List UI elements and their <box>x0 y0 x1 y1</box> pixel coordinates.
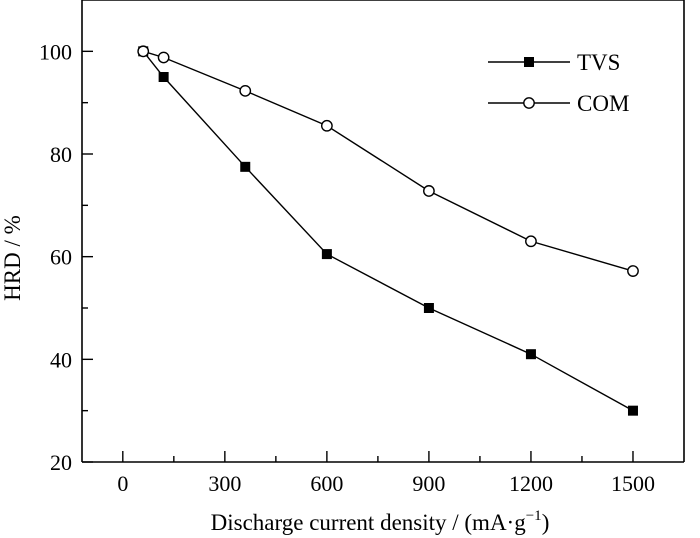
legend-marker-tvs <box>524 57 534 67</box>
x-axis-title-main: Discharge current density / (mA·g <box>211 510 527 535</box>
x-tick-label: 900 <box>412 471 445 496</box>
legend-item-tvs: TVS <box>488 50 620 75</box>
y-tick-label: 60 <box>50 245 72 270</box>
series-com <box>137 45 639 277</box>
legend: TVS COM <box>488 50 629 116</box>
data-point-tvs <box>158 72 169 82</box>
data-point-com <box>627 265 639 277</box>
plot-frame <box>81 0 685 463</box>
y-tick-label: 20 <box>50 450 72 475</box>
y-tick-label: 100 <box>39 39 72 64</box>
data-point-com <box>239 84 252 97</box>
series-layer <box>137 45 639 416</box>
x-tick-label: 1500 <box>611 471 655 496</box>
y-tick-label: 40 <box>50 347 72 372</box>
series-line-com <box>143 50 634 272</box>
y-tick-label: 80 <box>50 142 72 167</box>
legend-marker-com <box>523 97 535 109</box>
data-point-com <box>320 119 333 132</box>
series-line-tvs <box>142 50 634 412</box>
axis-ticks: 0 300 600 900 1200 1500 20 40 60 80 100 <box>39 39 655 496</box>
x-axis-title-superscript: −1 <box>526 508 542 524</box>
data-point-com <box>137 45 150 58</box>
x-tick-label: 1200 <box>509 471 553 496</box>
data-point-com <box>525 235 537 248</box>
x-axis-title: Discharge current density / (mA·g−1) <box>211 508 550 535</box>
series-tvs <box>138 46 638 416</box>
x-axis-title-end: ) <box>542 510 550 535</box>
data-point-tvs <box>423 303 434 313</box>
x-tick-label: 300 <box>208 471 241 496</box>
data-point-com <box>423 185 435 197</box>
data-point-tvs <box>627 405 638 416</box>
legend-label-tvs: TVS <box>577 50 620 75</box>
x-tick-label: 600 <box>310 471 343 496</box>
legend-item-com: COM <box>488 91 629 116</box>
data-point-tvs <box>240 161 251 172</box>
y-axis-title: HRD / % <box>0 215 25 301</box>
data-point-tvs <box>525 349 536 360</box>
data-point-com <box>157 51 170 64</box>
data-point-tvs <box>321 249 332 260</box>
legend-label-com: COM <box>577 91 629 116</box>
x-tick-label: 0 <box>117 471 128 496</box>
